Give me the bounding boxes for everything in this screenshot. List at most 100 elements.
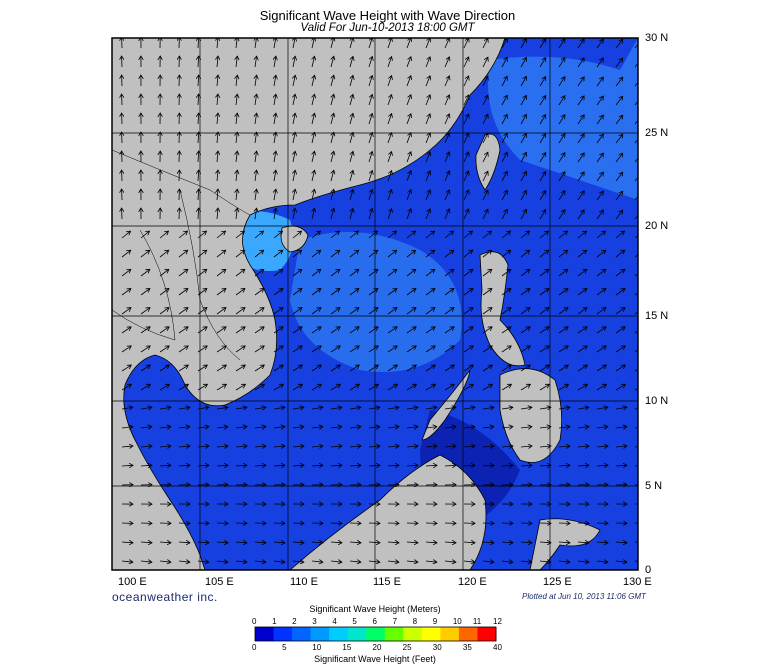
wave-direction-arrow	[577, 365, 587, 372]
wave-direction-arrow	[121, 231, 131, 239]
wave-direction-arrow	[558, 346, 568, 353]
wave-direction-arrow	[255, 75, 257, 87]
wave-direction-arrow	[387, 269, 397, 277]
colorbar-feet-tick: 15	[342, 643, 352, 652]
wave-direction-arrow	[577, 561, 589, 562]
wave-direction-arrow	[634, 427, 638, 429]
wave-direction-arrow	[463, 209, 469, 220]
wave-direction-arrow	[292, 289, 302, 296]
wave-direction-arrow	[312, 38, 315, 49]
wave-direction-arrow	[425, 289, 435, 296]
wave-direction-arrow	[615, 269, 625, 277]
colorbar-meter-tick: 8	[412, 617, 418, 626]
wave-direction-arrow	[482, 231, 492, 239]
wave-direction-arrow	[387, 231, 397, 239]
wave-direction-arrow	[331, 170, 334, 182]
wave-direction-arrow	[520, 465, 532, 466]
colorbar-meter-tick: 2	[292, 617, 297, 626]
wave-direction-arrow	[520, 446, 532, 447]
wave-direction-arrow	[140, 427, 152, 428]
wave-direction-arrow	[311, 231, 321, 239]
wave-direction-arrow	[539, 210, 546, 220]
wave-direction-arrow	[236, 132, 237, 144]
colorbar-feet-tick: 25	[402, 643, 412, 652]
wave-direction-arrow	[577, 77, 584, 87]
wave-direction-arrow	[444, 327, 454, 334]
wave-direction-arrow	[197, 346, 207, 353]
wave-direction-arrow	[406, 171, 411, 182]
wave-direction-arrow	[558, 308, 568, 315]
wave-direction-arrow	[349, 561, 361, 562]
wave-direction-arrow	[539, 561, 551, 562]
wave-direction-arrow	[501, 542, 513, 543]
wave-direction-arrow	[217, 151, 218, 163]
wave-direction-arrow	[121, 289, 131, 296]
wave-direction-arrow	[330, 231, 340, 239]
wave-direction-arrow	[311, 465, 323, 466]
wave-direction-arrow	[368, 250, 378, 258]
wave-direction-arrow	[140, 365, 150, 372]
wave-direction-arrow	[387, 171, 392, 182]
wave-direction-arrow	[331, 208, 334, 220]
wave-direction-arrow	[197, 269, 207, 277]
wave-direction-arrow	[121, 465, 133, 466]
wave-direction-arrow	[520, 427, 532, 428]
wave-direction-arrow	[293, 56, 295, 68]
wave-direction-arrow	[197, 465, 209, 466]
wave-direction-arrow	[349, 407, 361, 409]
lon-label-100e: 100 E	[118, 576, 147, 588]
wave-direction-arrow	[274, 151, 276, 163]
wave-direction-arrow	[254, 427, 266, 428]
wave-direction-arrow	[634, 560, 638, 562]
wave-direction-arrow	[463, 57, 469, 68]
wave-direction-arrow	[634, 58, 638, 68]
wave-direction-arrow	[406, 152, 411, 163]
wave-direction-arrow	[197, 327, 207, 334]
wave-direction-arrow	[198, 170, 199, 182]
wave-direction-arrow	[274, 113, 276, 125]
wave-direction-arrow	[216, 289, 226, 296]
wave-direction-arrow	[634, 254, 638, 258]
lat-label-5n: 5 N	[645, 480, 663, 492]
wave-direction-arrow	[406, 561, 418, 562]
wave-direction-arrow	[558, 542, 570, 543]
colorbar-segment	[421, 627, 441, 641]
wave-direction-arrow	[406, 231, 416, 239]
colorbar-segment	[477, 627, 497, 641]
wave-direction-arrow	[311, 561, 323, 562]
wave-direction-arrow	[311, 446, 323, 447]
wave-direction-arrow	[596, 465, 608, 466]
wave-direction-arrow	[615, 58, 623, 68]
wave-direction-arrow	[539, 308, 549, 315]
wave-direction-arrow	[558, 407, 570, 409]
wave-direction-arrow	[178, 327, 188, 334]
wave-direction-arrow	[482, 250, 492, 258]
wave-direction-arrow	[444, 38, 449, 49]
wave-direction-arrow	[596, 231, 606, 239]
wave-direction-arrow	[501, 250, 511, 258]
wave-direction-arrow	[311, 365, 321, 372]
wave-direction-arrow	[178, 365, 188, 372]
wave-direction-arrow	[539, 327, 549, 334]
wave-direction-arrow	[292, 346, 302, 353]
wave-direction-arrow	[293, 151, 295, 163]
wave-direction-arrow	[387, 190, 392, 201]
wave-direction-arrow	[387, 152, 392, 163]
wave-direction-arrow	[387, 407, 399, 409]
lat-label-0: 0	[645, 564, 652, 576]
wave-direction-arrow	[349, 427, 361, 428]
wave-direction-arrow	[197, 365, 207, 372]
wave-direction-arrow	[444, 114, 449, 125]
wave-direction-arrow	[387, 209, 392, 220]
wave-direction-arrow	[615, 210, 623, 220]
wave-direction-arrow	[293, 170, 295, 182]
wave-direction-arrow	[368, 289, 378, 296]
wave-direction-arrow	[406, 542, 418, 543]
wave-direction-arrow	[292, 327, 302, 334]
wave-direction-arrow	[425, 152, 430, 163]
wave-direction-arrow	[634, 349, 638, 353]
wave-direction-arrow	[596, 134, 603, 144]
wave-direction-arrow	[444, 365, 454, 372]
wave-direction-arrow	[350, 189, 353, 201]
wave-direction-arrow	[236, 170, 237, 182]
